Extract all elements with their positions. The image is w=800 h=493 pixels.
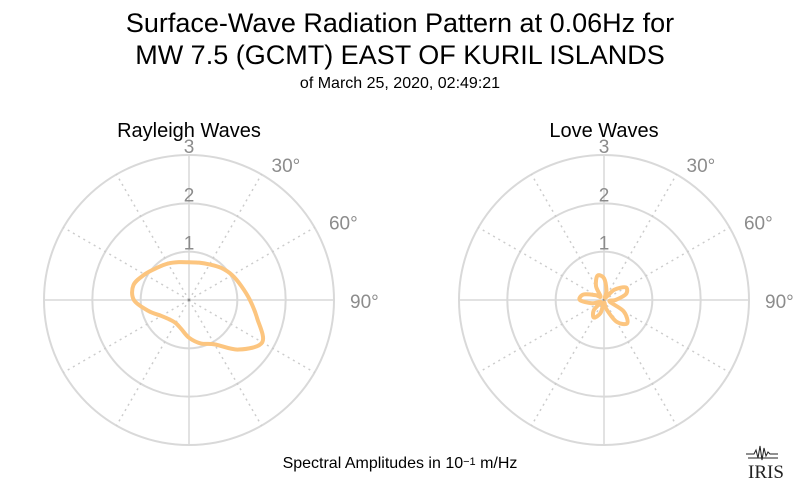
angular-grid-line xyxy=(188,226,315,301)
angular-grid-line xyxy=(478,299,605,374)
angular-tick-label: 90° xyxy=(350,292,379,313)
chart-2-title: Love Waves xyxy=(549,120,658,142)
radial-tick-label: 1 xyxy=(599,234,610,255)
angular-grid-line xyxy=(188,299,263,426)
chart-1-title: Rayleigh Waves xyxy=(117,120,261,142)
angular-tick-label: 60° xyxy=(329,214,358,235)
angular-grid-line xyxy=(115,174,190,301)
angular-tick-label: 90° xyxy=(765,292,794,313)
radial-tick-label: 1 xyxy=(184,234,195,255)
radial-tick-label: 2 xyxy=(184,185,195,206)
radiation-pattern-line xyxy=(130,260,266,352)
radial-tick-label: 3 xyxy=(184,137,195,158)
angular-grid-line xyxy=(188,174,263,301)
angular-grid-line xyxy=(188,299,315,374)
footer-exponent: −1 xyxy=(463,456,476,468)
angular-tick-label: 60° xyxy=(744,214,773,235)
angular-grid-line xyxy=(63,299,190,374)
radial-tick-label: 3 xyxy=(599,137,610,158)
angular-grid-line xyxy=(603,174,678,301)
origin-dot xyxy=(187,298,191,302)
angular-grid-line xyxy=(115,299,190,426)
angular-grid-line xyxy=(530,174,605,301)
angular-grid-line xyxy=(478,226,605,301)
chart-subtitle: of March 25, 2020, 02:49:21 xyxy=(299,75,501,92)
seismogram-icon xyxy=(746,445,778,461)
chart-title-line1: Surface-Wave Radiation Pattern at 0.06Hz… xyxy=(125,8,675,38)
angular-grid-line xyxy=(530,299,605,426)
iris-logo: IRIS xyxy=(746,445,784,483)
angular-tick-label: 30° xyxy=(272,156,301,177)
amplitude-units-label: Spectral Amplitudes in 10−1 m/Hz xyxy=(0,452,800,476)
footer-unit: m/Hz xyxy=(475,455,518,472)
angular-grid-line xyxy=(63,226,190,301)
logo-text: IRIS xyxy=(748,462,784,483)
angular-tick-label: 30° xyxy=(687,156,716,177)
radial-tick-label: 2 xyxy=(599,185,610,206)
polar-chart-2: Love Waves 1 2 3 30° 60° 90° xyxy=(458,120,794,446)
radiation-pattern-line xyxy=(577,273,630,327)
polar-chart-1: Rayleigh Waves 1 2 3 30° 60° 90° xyxy=(43,120,379,446)
footer-prefix: Spectral Amplitudes in 10 xyxy=(282,455,464,472)
chart-title-line2: MW 7.5 (GCMT) EAST OF KURIL ISLANDS xyxy=(135,40,665,70)
